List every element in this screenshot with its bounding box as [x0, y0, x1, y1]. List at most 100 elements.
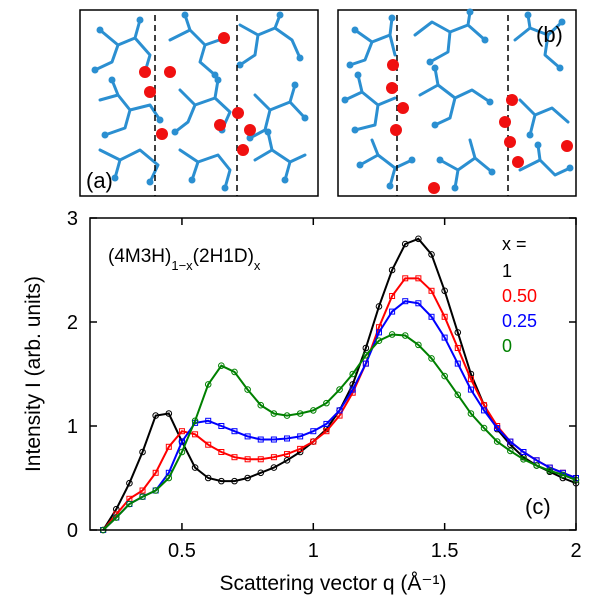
data-point	[388, 331, 396, 338]
data-point	[257, 456, 264, 463]
data-point	[375, 337, 383, 345]
annotation-part: (4M3H)	[108, 246, 171, 267]
data-point	[480, 424, 488, 432]
data-point	[428, 355, 435, 362]
data-point	[323, 399, 330, 407]
y-tick-label: 1	[67, 416, 78, 438]
data-point	[454, 329, 462, 336]
data-point	[152, 412, 159, 419]
red-dot	[237, 144, 249, 156]
data-point	[323, 420, 330, 427]
x-tick-label: 1	[308, 540, 319, 562]
red-dot	[386, 82, 398, 94]
data-point	[336, 386, 343, 393]
data-point	[191, 417, 199, 425]
panel-label: (b)	[536, 22, 563, 47]
data-point	[152, 487, 159, 494]
data-point	[283, 412, 291, 419]
x-axis-label: Scattering vector q (Å⁻¹)	[220, 572, 447, 595]
panel-a: (a)	[79, 9, 319, 197]
red-dot	[232, 107, 244, 119]
red-dot	[512, 156, 524, 168]
data-point	[520, 449, 527, 455]
red-dot	[139, 66, 151, 78]
annotation: (4M3H)1−x(2H1D)x	[108, 246, 261, 273]
data-point	[389, 293, 396, 299]
data-point	[126, 500, 133, 508]
data-point	[546, 467, 554, 475]
data-point	[283, 457, 291, 464]
red-dot	[144, 86, 156, 98]
data-point	[165, 410, 173, 417]
data-point	[362, 344, 370, 352]
data-point	[270, 464, 278, 471]
data-point	[218, 477, 225, 485]
data-point	[389, 308, 396, 315]
data-point	[507, 438, 514, 445]
data-point	[401, 240, 409, 248]
red-dot	[244, 124, 256, 136]
data-point	[493, 438, 501, 445]
data-point	[165, 443, 172, 450]
molecule-sketch	[341, 8, 574, 192]
red-dot	[156, 128, 168, 140]
data-point	[494, 425, 501, 432]
data-point	[297, 433, 304, 440]
data-point	[349, 370, 357, 378]
red-dot	[506, 94, 518, 106]
data-point	[401, 332, 409, 339]
data-point	[467, 410, 475, 417]
data-point	[336, 407, 343, 414]
data-point	[192, 431, 199, 438]
panel-label: (a)	[86, 168, 113, 193]
data-point	[244, 456, 251, 463]
data-point	[310, 438, 317, 445]
data-point	[257, 469, 265, 477]
data-point	[402, 298, 409, 305]
data-point	[309, 407, 317, 414]
data-point	[244, 474, 251, 482]
red-dot	[561, 140, 573, 152]
data-point	[139, 493, 146, 501]
y-axis-label: Intensity I (arb. units)	[22, 276, 45, 472]
data-point	[467, 376, 474, 383]
data-point	[112, 514, 120, 521]
data-point	[375, 303, 383, 310]
annotation-part: (2H1D)	[193, 246, 254, 267]
x-tick-label: 2	[570, 540, 581, 562]
data-point	[205, 417, 212, 424]
data-point	[284, 435, 291, 442]
data-point	[270, 436, 277, 443]
data-point	[402, 275, 409, 282]
data-point	[139, 448, 146, 456]
data-point	[218, 362, 225, 369]
data-point	[270, 410, 278, 417]
data-point	[533, 462, 540, 469]
data-point	[454, 391, 462, 399]
data-point	[218, 449, 225, 455]
data-point	[415, 341, 422, 349]
legend-label: 0	[502, 336, 512, 356]
series-line	[102, 333, 577, 531]
data-point	[191, 464, 199, 471]
legend-label: 1	[502, 261, 512, 281]
data-point	[454, 360, 461, 367]
data-point	[139, 487, 146, 494]
data-point	[152, 469, 159, 476]
data-point	[310, 428, 317, 435]
data-point	[205, 441, 212, 448]
data-point	[218, 423, 225, 429]
panel-b: (b)	[337, 8, 577, 197]
data-point	[388, 266, 396, 274]
data-point	[481, 407, 488, 414]
red-dot	[390, 124, 402, 136]
annotation-part: 1−x	[171, 258, 193, 273]
data-point	[244, 386, 251, 393]
legend-label: 0.50	[502, 286, 537, 306]
data-point	[520, 455, 527, 463]
chart: 0 1 2 3 0.5 1 1.5 2 1 0.50 0.25 0 x = (c) Scattering v…	[22, 208, 582, 595]
data-point	[297, 445, 304, 452]
data-point	[428, 313, 435, 320]
data-point	[244, 433, 251, 440]
data-point	[257, 401, 265, 409]
